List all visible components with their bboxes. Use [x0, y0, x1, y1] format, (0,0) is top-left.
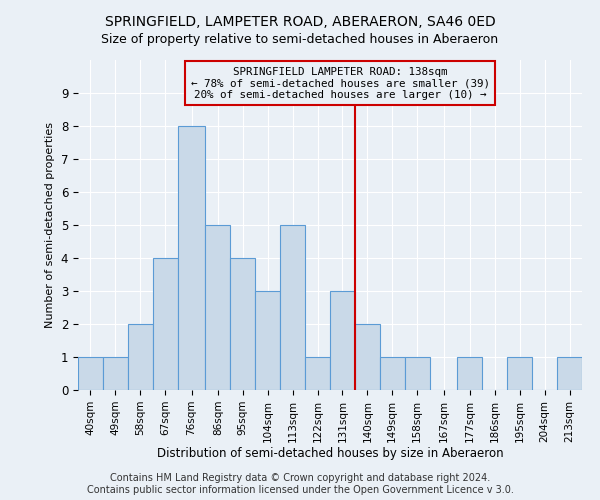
Bar: [255, 291, 280, 390]
Bar: [153, 258, 178, 390]
Bar: [507, 357, 532, 390]
Text: Size of property relative to semi-detached houses in Aberaeron: Size of property relative to semi-detach…: [101, 32, 499, 46]
Text: SPRINGFIELD LAMPETER ROAD: 138sqm
← 78% of semi-detached houses are smaller (39): SPRINGFIELD LAMPETER ROAD: 138sqm ← 78% …: [191, 66, 490, 100]
Bar: [205, 225, 230, 390]
Bar: [103, 357, 128, 390]
Bar: [330, 291, 355, 390]
Bar: [128, 324, 153, 390]
Text: SPRINGFIELD, LAMPETER ROAD, ABERAERON, SA46 0ED: SPRINGFIELD, LAMPETER ROAD, ABERAERON, S…: [104, 15, 496, 29]
Bar: [405, 357, 430, 390]
Bar: [280, 225, 305, 390]
Bar: [178, 126, 205, 390]
Bar: [457, 357, 482, 390]
Y-axis label: Number of semi-detached properties: Number of semi-detached properties: [45, 122, 55, 328]
Bar: [78, 357, 103, 390]
Bar: [230, 258, 255, 390]
Bar: [557, 357, 582, 390]
Bar: [305, 357, 330, 390]
Bar: [355, 324, 380, 390]
X-axis label: Distribution of semi-detached houses by size in Aberaeron: Distribution of semi-detached houses by …: [157, 448, 503, 460]
Bar: [380, 357, 405, 390]
Text: Contains HM Land Registry data © Crown copyright and database right 2024.
Contai: Contains HM Land Registry data © Crown c…: [86, 474, 514, 495]
